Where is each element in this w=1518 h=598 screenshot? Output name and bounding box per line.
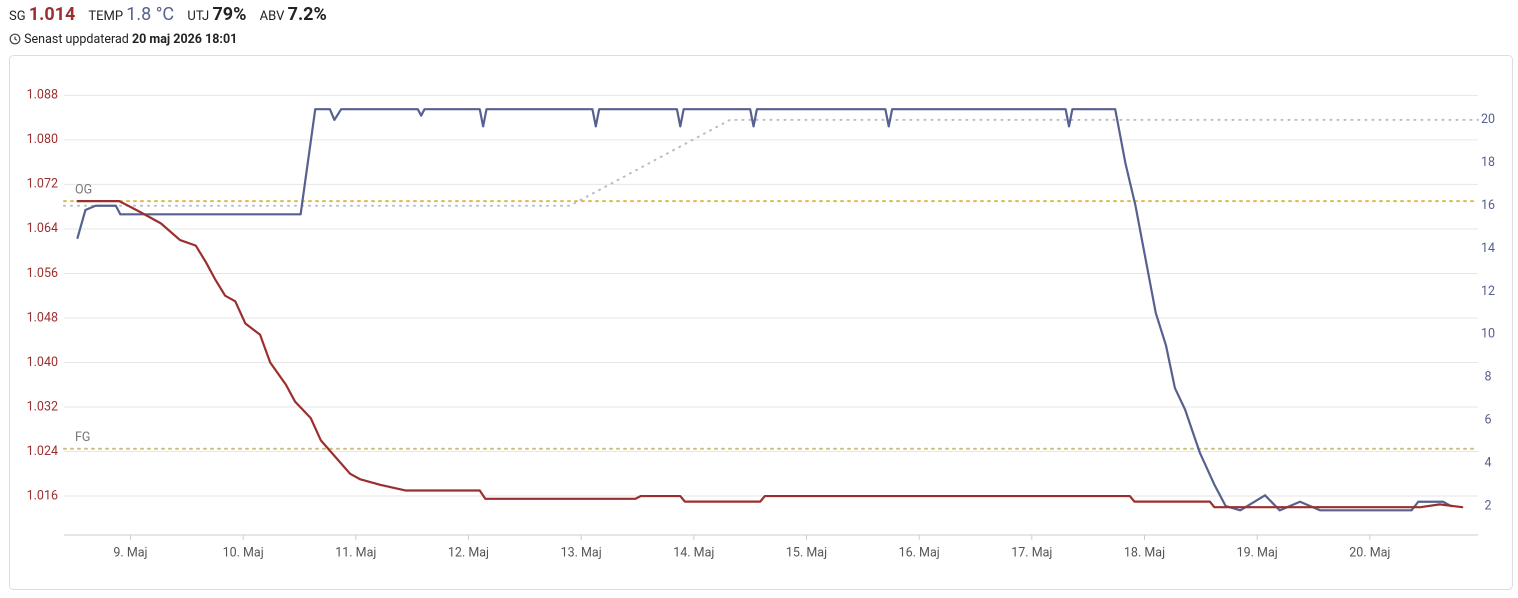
x-tick-label: 19. Maj [1237,545,1278,560]
y-tick-label: 1.024 [27,444,58,459]
series-line [76,200,1464,509]
y2-tick-label: 6 [1484,413,1491,428]
x-tick-label: 13. Maj [561,545,602,560]
x-tick-label: 18. Maj [1124,545,1165,560]
updated: Senast uppdaterad 20 maj 2026 18:01 [9,32,237,47]
y-tick-label: 1.040 [27,355,58,370]
y2-tick-label: 8 [1484,370,1491,385]
temp-label: TEMP [88,9,124,24]
y-tick-label: 1.080 [27,132,58,147]
x-tick-label: 16. Maj [899,545,940,560]
x-tick-label: 10. Maj [223,545,264,560]
y2-tick-label: 4 [1484,455,1491,470]
y-tick-label: 1.072 [27,177,58,192]
abv-label: ABV [259,9,285,24]
y2-tick-label: 18 [1481,155,1495,170]
series-line [63,118,1479,207]
x-tick-label: 9. Maj [113,545,147,560]
y2-tick-label: 14 [1481,241,1495,256]
y-tick-label: 1.056 [27,266,58,281]
reference-label: OG [75,182,92,197]
x-tick-label: 15. Maj [786,545,827,560]
y-tick-label: 1.032 [27,399,58,414]
y2-tick-label: 2 [1484,498,1491,513]
updated-value: 20 maj 2026 18:01 [131,32,238,47]
y-tick-label: 1.048 [27,310,58,325]
y2-tick-label: 20 [1481,112,1495,127]
utj-label: UTJ [187,9,210,24]
x-tick-label: 20. Maj [1349,545,1390,560]
temp-value: 1.8 °C [126,4,175,25]
reference-label: FG [75,430,90,445]
sg-label: SG [9,9,26,24]
abv-value: 7.2% [287,4,327,25]
sg-value: 1.014 [28,4,76,25]
y2-tick-label: 12 [1481,284,1495,299]
utj-value: 79% [212,4,247,25]
x-tick-label: 17. Maj [1011,545,1052,560]
updated-label: Senast uppdaterad [24,32,129,47]
x-tick-label: 11. Maj [335,545,376,560]
y-tick-label: 1.064 [27,221,58,236]
clock-icon [9,33,21,45]
card [9,55,1513,590]
header: SG 1.014 TEMP 1.8 °C UTJ 79% ABV 7.2% [9,4,337,25]
y2-tick-label: 10 [1481,327,1495,342]
x-tick-label: 14. Maj [673,545,714,560]
y2-tick-label: 16 [1481,198,1495,213]
y-tick-label: 1.016 [27,488,58,503]
y-tick-label: 1.088 [27,88,58,103]
series-line [76,108,1453,512]
x-tick-label: 12. Maj [448,545,489,560]
